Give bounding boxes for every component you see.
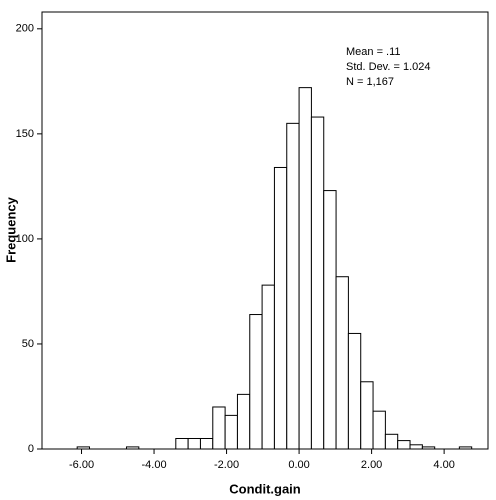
bar [409, 444, 423, 450]
bar [224, 414, 238, 450]
x-tick-label: 4.00 [433, 459, 454, 471]
y-axis-title: Frequency [3, 196, 18, 263]
bar [310, 116, 325, 450]
bar [261, 284, 275, 450]
x-tick-label: -4.00 [142, 459, 167, 471]
bar [175, 437, 189, 450]
x-axis-title: Condit.gain [229, 481, 301, 496]
bar [360, 381, 374, 450]
bar [199, 437, 214, 450]
bar [384, 433, 399, 450]
annotation: Std. Dev. = 1.024 [346, 61, 431, 73]
y-tick-label: 0 [28, 443, 34, 455]
bar [298, 87, 312, 450]
plot-frame [41, 11, 489, 450]
y-tick-label: 50 [22, 338, 34, 350]
bar [212, 406, 226, 450]
bar [397, 440, 411, 450]
y-tick-label: 100 [16, 233, 34, 245]
bar [323, 190, 337, 450]
x-tick-label: -2.00 [214, 459, 239, 471]
bar [236, 393, 251, 450]
annotation: Mean = .11 [346, 46, 401, 58]
bar [347, 332, 362, 450]
x-tick-label: 2.00 [361, 459, 382, 471]
y-tick-label: 150 [16, 128, 34, 140]
bar [249, 314, 263, 450]
x-tick-label: -6.00 [69, 459, 94, 471]
bar [335, 276, 349, 450]
annotation: N = 1,167 [346, 76, 394, 88]
bar [273, 166, 288, 450]
bar [187, 437, 201, 450]
y-tick-label: 200 [16, 23, 34, 35]
bar [372, 410, 386, 450]
bar [286, 122, 300, 450]
x-tick-label: 0.00 [288, 459, 309, 471]
